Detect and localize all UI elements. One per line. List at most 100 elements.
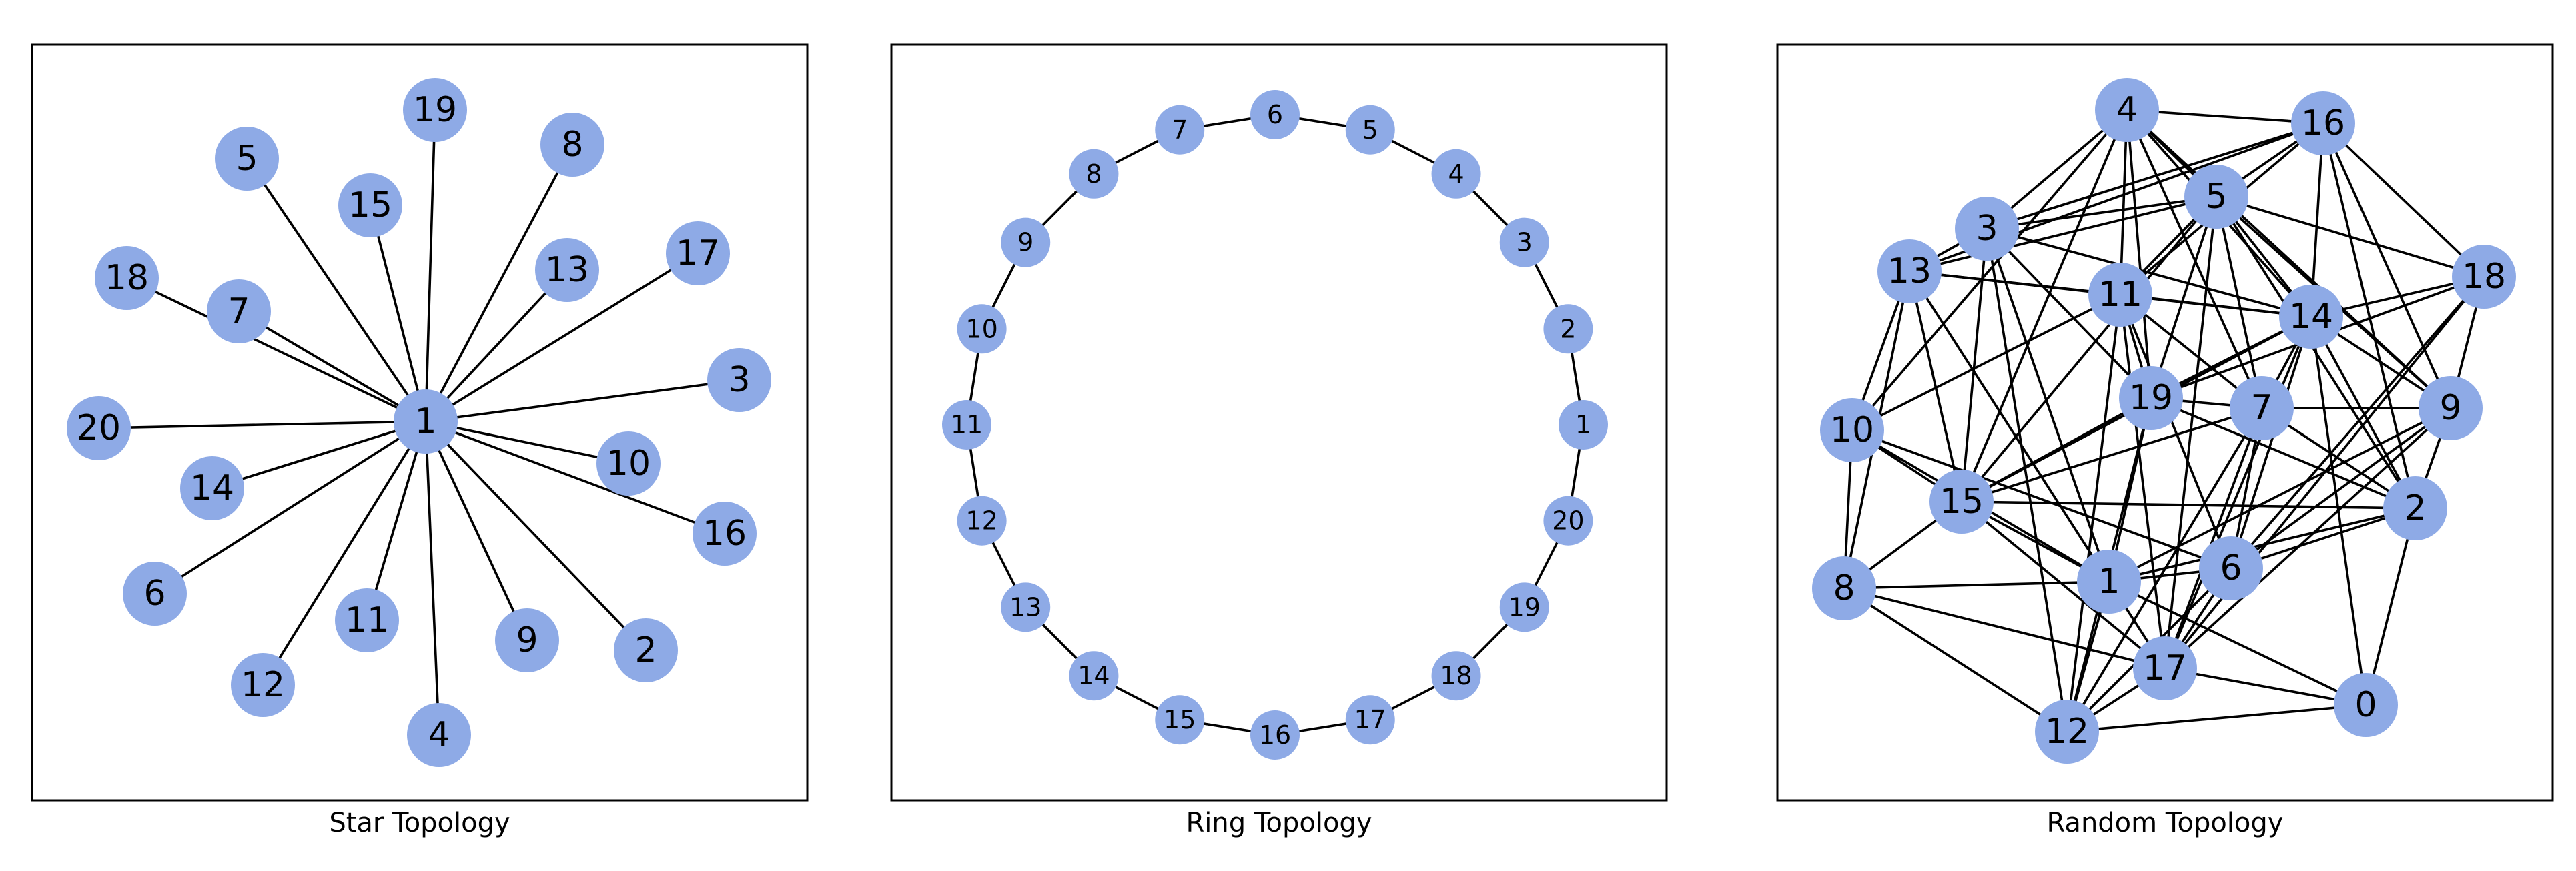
random-node-label-9: 9 <box>2439 388 2461 428</box>
random-node-circle-6 <box>2199 536 2263 600</box>
ring-node-circle-12 <box>957 496 1007 546</box>
random-edge-9-1 <box>2108 407 2451 583</box>
star-node-circle-6 <box>123 562 187 626</box>
ring-node-circle-2 <box>1543 304 1593 354</box>
star-node-circle-4 <box>407 703 471 767</box>
random-edge-14-6 <box>2230 316 2312 569</box>
ring-node-label-1: 1 <box>1575 410 1591 440</box>
ring-node-2: 2 <box>1543 304 1593 354</box>
ring-node-label-12: 12 <box>965 506 997 536</box>
star-node-label-15: 15 <box>348 185 392 225</box>
random-panel-frame <box>1776 43 2554 802</box>
random-node-circle-13 <box>1877 239 1942 303</box>
random-node-circle-14 <box>2279 285 2343 349</box>
star-edge-1-17 <box>425 252 699 423</box>
random-node-1: 1 <box>2077 550 2141 614</box>
star-node-circle-16 <box>693 502 757 566</box>
random-edge-5-15 <box>1960 195 2218 503</box>
star-node-label-20: 20 <box>77 408 121 448</box>
ring-node-circle-16 <box>1250 710 1300 760</box>
random-edge-2-1 <box>2108 507 2416 583</box>
random-node-5: 5 <box>2184 165 2248 229</box>
ring-node-label-17: 17 <box>1354 705 1386 734</box>
random-edge-3-15 <box>1960 228 1988 502</box>
ring-node-11: 11 <box>942 400 991 450</box>
random-edge-8-17 <box>1843 587 2166 670</box>
ring-node-19: 19 <box>1499 582 1549 632</box>
star-node-label-12: 12 <box>241 665 285 705</box>
random-node-label-18: 18 <box>2462 257 2506 297</box>
random-node-label-13: 13 <box>1887 251 1931 291</box>
random-edge-2-6 <box>2230 507 2416 570</box>
random-node-circle-15 <box>1929 470 1994 534</box>
star-node-15: 15 <box>338 173 402 237</box>
ring-node-1: 1 <box>1559 400 1608 450</box>
star-node-8: 8 <box>540 113 604 177</box>
random-edge-14-2 <box>2310 316 2417 509</box>
random-node-7: 7 <box>2230 376 2294 440</box>
random-edge-11-10 <box>1851 293 2121 431</box>
random-edge-17-0 <box>2164 667 2367 706</box>
random-node-circle-17 <box>2133 636 2197 700</box>
random-edge-4-16 <box>2126 109 2324 125</box>
star-edge-1-3 <box>425 379 740 423</box>
ring-node-label-14: 14 <box>1078 661 1110 690</box>
star-edge-1-10 <box>425 420 629 465</box>
star-edge-1-2 <box>424 420 647 652</box>
random-edge-1-8 <box>1843 580 2110 590</box>
ring-node-label-16: 16 <box>1259 720 1291 750</box>
random-node-circle-4 <box>2095 78 2159 142</box>
star-node-circle-20 <box>67 396 131 460</box>
star-edge-1-9 <box>424 421 528 641</box>
ring-node-circle-4 <box>1431 149 1481 199</box>
star-node-7: 7 <box>207 279 271 343</box>
star-node-5: 5 <box>215 127 279 191</box>
random-node-label-19: 19 <box>2129 378 2173 418</box>
ring-node-12: 12 <box>957 496 1007 546</box>
ring-topology-title: Ring Topology <box>1186 808 1372 838</box>
star-node-19: 19 <box>403 78 467 142</box>
star-node-4: 4 <box>407 703 471 767</box>
random-node-label-11: 11 <box>2098 275 2142 315</box>
random-node-4: 4 <box>2095 78 2159 142</box>
ring-node-label-20: 20 <box>1552 506 1584 536</box>
ring-node-circle-6 <box>1250 90 1300 139</box>
ring-node-label-9: 9 <box>1017 228 1033 257</box>
random-node-19: 19 <box>2119 366 2183 430</box>
random-node-label-5: 5 <box>2205 177 2227 217</box>
random-node-label-17: 17 <box>2143 648 2187 688</box>
random-node-13: 13 <box>1877 239 1942 303</box>
random-node-label-7: 7 <box>2250 388 2272 428</box>
random-edge-5-19 <box>2150 196 2218 399</box>
star-node-circle-15 <box>338 173 402 237</box>
random-edge-5-17 <box>2164 196 2218 669</box>
star-node-6: 6 <box>123 562 187 626</box>
random-edge-10-6 <box>1851 429 2232 570</box>
random-node-circle-12 <box>2035 700 2099 764</box>
ring-node-circle-19 <box>1499 582 1549 632</box>
star-node-circle-7 <box>207 279 271 343</box>
star-node-12: 12 <box>231 653 295 717</box>
random-edge-3-1 <box>1986 228 2110 582</box>
ring-node-circle-8 <box>1069 149 1119 199</box>
star-node-10: 10 <box>596 431 661 496</box>
star-node-label-4: 4 <box>428 715 450 755</box>
star-node-label-11: 11 <box>345 600 389 640</box>
random-edge-5-18 <box>2216 195 2485 278</box>
ring-node-circle-13 <box>1001 582 1051 632</box>
random-node-circle-8 <box>1812 556 1876 620</box>
star-node-circle-13 <box>535 238 599 302</box>
ring-node-label-5: 5 <box>1362 115 1378 145</box>
star-node-label-17: 17 <box>676 233 720 273</box>
random-topology-title: Random Topology <box>2047 808 2284 838</box>
star-node-11: 11 <box>335 588 399 652</box>
ring-node-circle-5 <box>1345 105 1395 155</box>
random-node-label-6: 6 <box>2220 548 2242 588</box>
star-node-label-8: 8 <box>561 125 583 165</box>
ring-node-15: 15 <box>1155 695 1205 745</box>
star-node-circle-11 <box>335 588 399 652</box>
random-edge-5-3 <box>1986 195 2217 230</box>
star-edge-1-20 <box>98 420 426 429</box>
